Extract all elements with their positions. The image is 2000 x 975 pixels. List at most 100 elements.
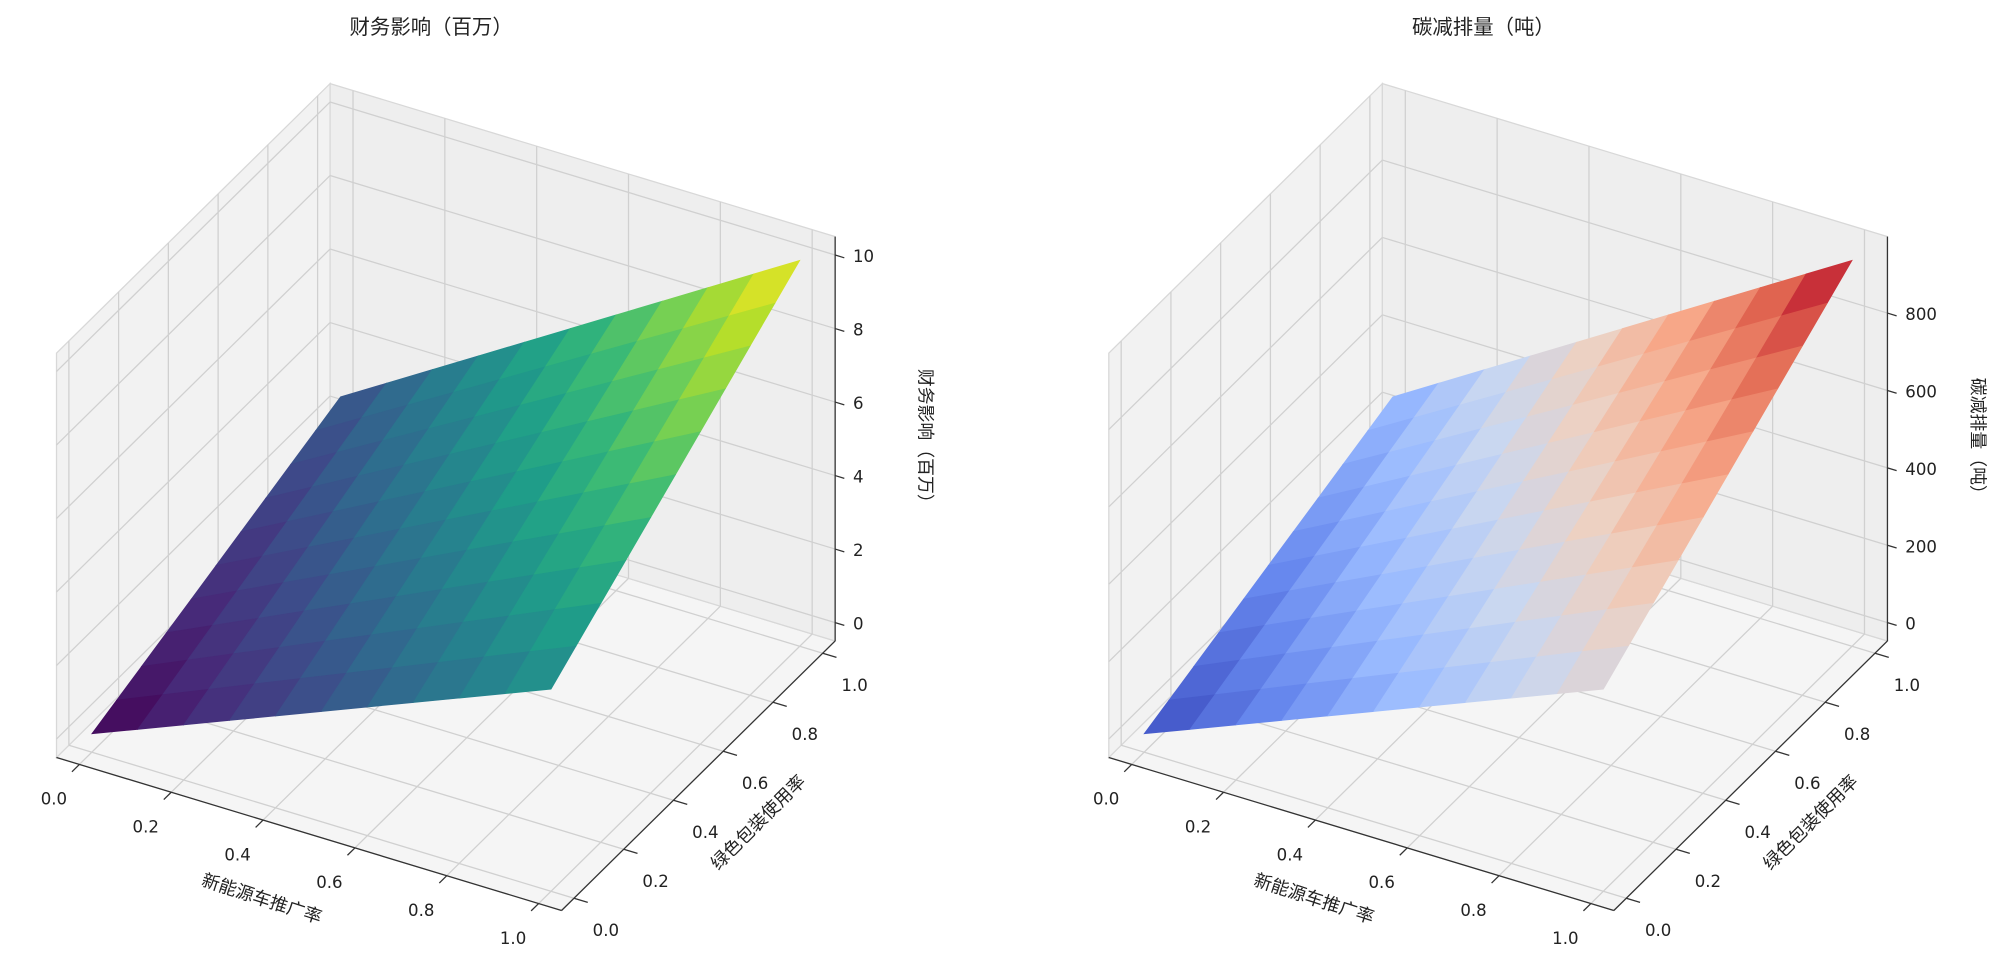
grid-line [55,322,331,593]
tick-mark [347,847,356,856]
tick-mark [530,903,540,912]
grid-line [55,248,331,520]
y-axis [1613,640,1888,911]
tick-mark [71,763,80,773]
y-tick-label: 1.0 [841,676,867,695]
tick-mark [822,652,837,658]
z-tick-label: 0 [853,615,864,634]
tick-mark [1399,847,1408,856]
surface-face [1556,645,1629,695]
z-tick-label: 200 [1905,537,1937,556]
y-tick-label: 0.8 [792,725,818,744]
tick-mark [834,254,845,259]
tick-mark [1215,791,1224,801]
x-tick-label: 0.4 [224,845,250,864]
tick-mark [1825,701,1840,708]
z-tick-label: 600 [1905,383,1937,402]
y-tick-label: 0.6 [1794,774,1820,793]
tick-mark [1887,312,1897,317]
z-axis-label: 碳减排量（吨） [1967,378,1988,503]
z-tick-label: 2 [853,541,864,560]
grid-line [1108,314,1383,585]
z-tick-label: 4 [853,468,864,487]
y-tick-label: 0.4 [1744,823,1770,842]
z-tick-label: 0 [1905,615,1916,634]
tick-mark [723,750,738,757]
x-tick-label: 0.2 [133,817,159,836]
grid-line [1382,236,1888,392]
grid-line [55,395,331,667]
y-tick-label: 0.2 [1695,872,1721,891]
tick-mark [1582,903,1592,912]
x-tick-label: 0.0 [41,790,67,809]
surface-face [504,645,577,695]
x-axis [1108,756,1615,912]
grid-line [1120,744,1627,899]
x-tick-label: 0.6 [316,873,342,892]
x-axis-label: 新能源车推广率 [1251,870,1376,929]
tick-mark [772,701,787,708]
z-tick-label: 10 [853,247,874,266]
x-axis-label: 新能源车推广率 [199,870,324,929]
tick-mark [623,848,638,855]
chart-title: 财务影响（百万） [350,15,513,39]
tick-mark [1874,652,1889,658]
y-tick-label: 0.6 [742,774,768,793]
z-tick-label: 400 [1905,460,1937,479]
x-axis [56,756,562,912]
tick-mark [1887,621,1897,626]
grid-line [1590,633,1865,904]
y-tick-label: 0.2 [642,872,668,891]
x-tick-label: 0.4 [1277,845,1303,864]
tick-mark [1675,848,1690,855]
tick-mark [1307,819,1316,828]
tick-mark [834,327,845,332]
grid-line [329,101,836,256]
tick-mark [834,548,845,553]
grid-line [55,101,331,373]
tick-mark [1491,875,1500,884]
tick-mark [573,897,588,904]
y-tick-label: 0.4 [692,823,718,842]
z-tick-label: 800 [1905,305,1937,324]
tick-mark [1887,389,1897,394]
grid-line [446,605,721,877]
tick-mark [673,799,688,806]
tick-mark [1123,763,1133,773]
x-tick-label: 1.0 [1552,929,1578,948]
z-tick-label: 6 [853,394,864,413]
grid-line [68,744,575,899]
y-tick-label: 0.0 [593,921,619,940]
tick-mark [438,875,448,884]
x-tick-label: 1.0 [500,929,526,948]
y-tick-label: 0.8 [1844,725,1870,744]
z-axis-label: 财务影响（百万） [915,369,936,512]
grid-line [1498,605,1774,877]
grid-line [55,175,331,446]
chart-title: 碳减排量（吨） [1412,15,1555,39]
y-axis [561,640,836,911]
x-tick-label: 0.2 [1185,817,1211,836]
tick-mark [1887,544,1897,549]
grid-line [538,633,813,904]
x-tick-label: 0.6 [1369,873,1395,892]
z-tick-label: 8 [853,321,864,340]
tick-mark [1725,799,1740,806]
grid-line [1108,159,1383,431]
tick-mark [163,791,172,801]
tick-mark [255,819,264,828]
tick-mark [1887,467,1897,472]
tick-mark [1626,897,1641,904]
x-tick-label: 0.8 [1460,901,1486,920]
x-tick-label: 0.8 [408,901,434,920]
tick-mark [834,401,845,406]
y-tick-label: 1.0 [1894,676,1920,695]
y-tick-label: 0.0 [1645,921,1671,940]
grid-line [1108,236,1383,508]
tick-mark [834,474,845,479]
tick-mark [834,621,845,626]
grid-line [1108,391,1383,663]
x-tick-label: 0.0 [1093,790,1119,809]
